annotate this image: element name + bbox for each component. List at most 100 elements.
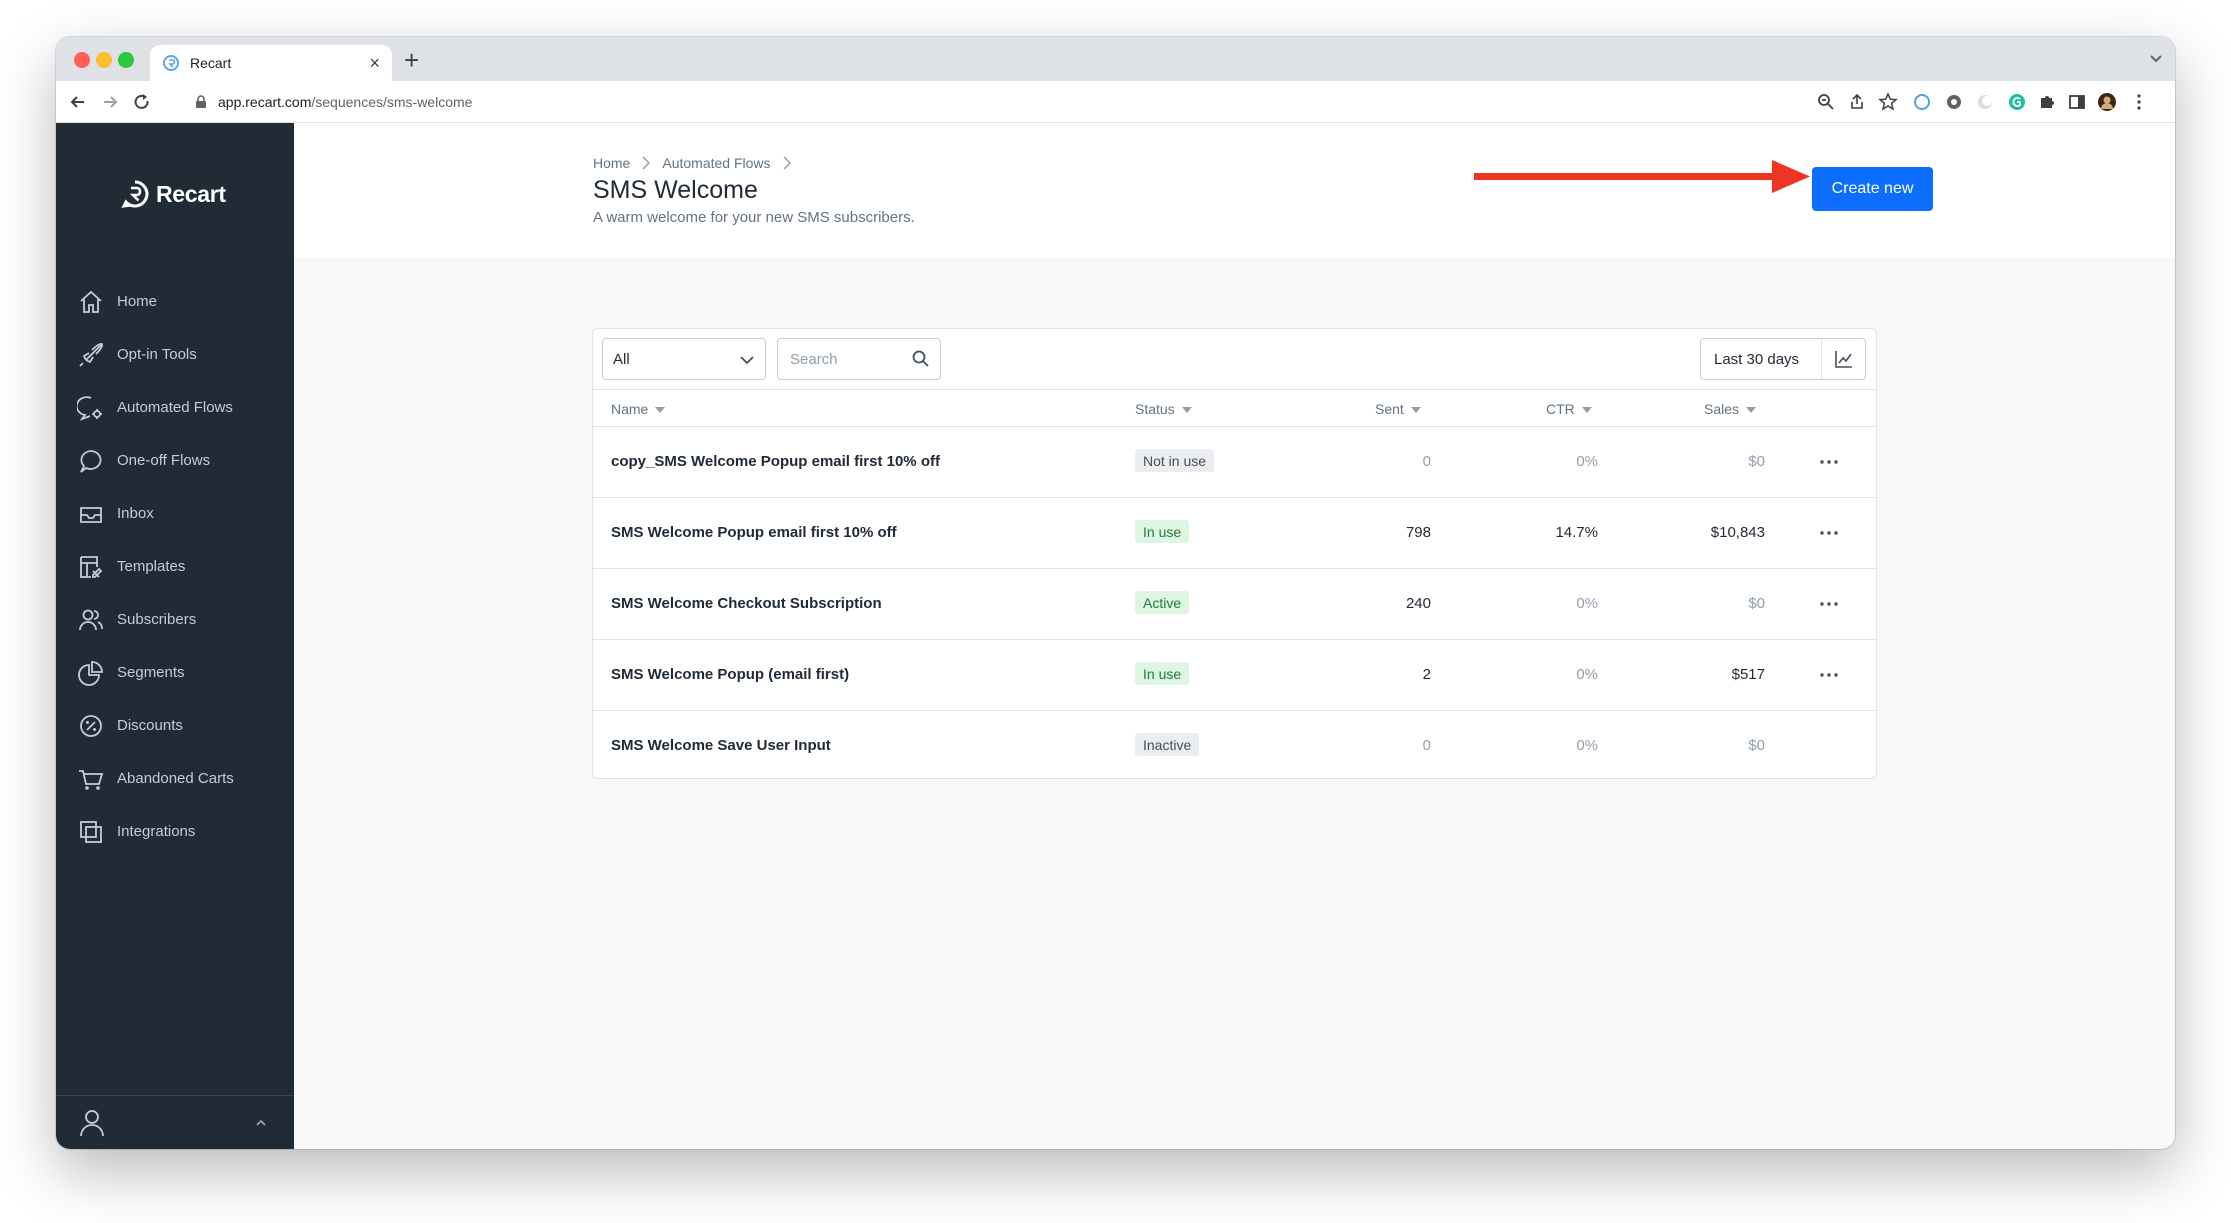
reload-icon[interactable] <box>132 92 152 112</box>
column-header-sent[interactable]: Sent <box>1375 401 1421 417</box>
url-domain: app.recart.com <box>218 94 312 110</box>
ctr-value: 0% <box>1576 666 1598 683</box>
share-icon[interactable] <box>1847 92 1867 112</box>
sidebar-footer <box>56 1095 294 1149</box>
extension-icon[interactable] <box>1944 92 1964 112</box>
sidebar-item-label: Integrations <box>117 823 196 840</box>
table-row[interactable]: copy_SMS Welcome Popup email first 10% o… <box>593 427 1876 498</box>
column-label: CTR <box>1546 401 1575 417</box>
search-input[interactable] <box>790 350 900 368</box>
status-filter-select[interactable]: All <box>602 338 766 380</box>
recart-extension-icon[interactable] <box>1912 92 1932 112</box>
ctr-value: 0% <box>1576 737 1598 754</box>
sidebar-item-abandoned-carts[interactable]: Abandoned Carts <box>56 752 294 805</box>
brand-logo[interactable]: Recart <box>120 179 226 209</box>
table-row[interactable]: SMS Welcome Checkout Subscription Active… <box>593 569 1876 640</box>
sidebar-item-label: Abandoned Carts <box>117 770 234 787</box>
sidebar-item-label: Discounts <box>117 717 183 734</box>
flow-name[interactable]: SMS Welcome Checkout Subscription <box>611 595 882 612</box>
sidebar-item-templates[interactable]: Templates <box>56 540 294 593</box>
new-tab-button[interactable]: + <box>404 45 420 75</box>
grammarly-icon[interactable] <box>2007 92 2027 112</box>
create-new-button[interactable]: Create new <box>1812 167 1933 211</box>
sidebar-item-home[interactable]: Home <box>56 275 294 328</box>
column-label: Sales <box>1704 401 1740 417</box>
browser-tab[interactable]: Recart × <box>150 45 392 81</box>
chat-gear-icon <box>77 395 102 421</box>
address-bar[interactable]: app.recart.com/sequences/sms-welcome <box>182 87 1912 117</box>
sidebar-item-label: Opt-in Tools <box>117 346 197 363</box>
main-content: Home Automated Flows SMS Welcome A warm … <box>294 123 2175 1149</box>
close-tab-icon[interactable]: × <box>369 52 380 73</box>
profile-avatar-icon[interactable] <box>2097 92 2117 112</box>
breadcrumb-automated-flows[interactable]: Automated Flows <box>662 155 771 171</box>
close-window-button[interactable] <box>74 52 90 68</box>
sidebar-item-label: Segments <box>117 664 185 681</box>
user-account-icon[interactable] <box>78 1108 106 1138</box>
status-badge: In use <box>1135 662 1190 685</box>
chevron-right-icon <box>642 156 651 170</box>
sent-value: 0 <box>1422 453 1431 470</box>
forward-arrow-icon[interactable] <box>100 92 120 112</box>
sales-value: $0 <box>1748 595 1765 612</box>
sent-value: 798 <box>1405 524 1431 541</box>
sidebar-item-segments[interactable]: Segments <box>56 646 294 699</box>
page-subtitle: A warm welcome for your new SMS subscrib… <box>593 209 915 226</box>
column-header-name[interactable]: Name <box>611 401 666 417</box>
sidebar-item-label: Home <box>117 293 158 310</box>
more-options-icon[interactable] <box>1818 664 1840 686</box>
more-options-icon[interactable] <box>1818 522 1840 544</box>
sidebar-item-label: Templates <box>117 558 186 575</box>
search-icon <box>912 350 929 367</box>
status-badge: Inactive <box>1135 733 1200 756</box>
chevron-up-icon[interactable] <box>255 1118 267 1128</box>
browser-window: Recart × + app.recart.com/sequences/sms-… <box>56 37 2175 1149</box>
extension-moon-icon[interactable] <box>1975 92 1995 112</box>
sidebar-item-discounts[interactable]: Discounts <box>56 699 294 752</box>
chevron-down-icon[interactable] <box>2149 51 2163 65</box>
table-row[interactable]: SMS Welcome Popup email first 10% off In… <box>593 498 1876 569</box>
kebab-menu-icon[interactable] <box>2129 92 2149 112</box>
sidebar-item-one-off-flows[interactable]: One-off Flows <box>56 434 294 487</box>
sidepanel-icon[interactable] <box>2067 92 2087 112</box>
lock-icon <box>196 95 206 108</box>
filter-bar: All Last 30 days <box>593 329 1876 390</box>
flow-name[interactable]: copy_SMS Welcome Popup email first 10% o… <box>611 453 940 470</box>
more-options-icon[interactable] <box>1818 593 1840 615</box>
flow-name[interactable]: SMS Welcome Popup (email first) <box>611 666 850 683</box>
sidebar-item-automated-flows[interactable]: Automated Flows <box>56 381 294 434</box>
zoom-icon[interactable] <box>1816 92 1836 112</box>
table-row[interactable]: SMS Welcome Popup (email first) In use 2… <box>593 640 1876 711</box>
back-arrow-icon[interactable] <box>68 92 88 112</box>
puzzle-icon[interactable] <box>2037 92 2057 112</box>
sent-value: 240 <box>1405 595 1431 612</box>
sidebar-item-integrations[interactable]: Integrations <box>56 805 294 858</box>
flow-name[interactable]: SMS Welcome Save User Input <box>611 737 831 754</box>
table-row[interactable]: SMS Welcome Save User Input Inactive 0 0… <box>593 711 1876 778</box>
sales-value: $517 <box>1731 666 1765 683</box>
date-range-select[interactable]: Last 30 days <box>1700 338 1866 380</box>
breadcrumb-home[interactable]: Home <box>593 155 631 171</box>
maximize-window-button[interactable] <box>118 52 134 68</box>
recart-logo-icon <box>121 180 149 208</box>
minimize-window-button[interactable] <box>96 52 112 68</box>
sort-caret-icon <box>1581 407 1592 413</box>
status-filter-value: All <box>613 350 630 368</box>
column-header-ctr[interactable]: CTR <box>1546 401 1592 417</box>
sidebar-item-label: Automated Flows <box>117 399 233 416</box>
line-chart-icon[interactable] <box>1834 349 1854 369</box>
sort-caret-icon <box>655 407 666 413</box>
sidebar-item-opt-in-tools[interactable]: Opt-in Tools <box>56 328 294 381</box>
sidebar-item-label: Subscribers <box>117 611 197 628</box>
chat-icon <box>80 449 102 473</box>
brand-name: Recart <box>156 180 226 207</box>
column-header-sales[interactable]: Sales <box>1704 401 1757 417</box>
bookmark-star-icon[interactable] <box>1878 92 1898 112</box>
sidebar-item-inbox[interactable]: Inbox <box>56 487 294 540</box>
sidebar-item-subscribers[interactable]: Subscribers <box>56 593 294 646</box>
more-options-icon[interactable] <box>1818 451 1840 473</box>
column-header-status[interactable]: Status <box>1135 401 1192 417</box>
sort-caret-icon <box>1181 407 1192 413</box>
flow-name[interactable]: SMS Welcome Popup email first 10% off <box>611 524 897 541</box>
search-field[interactable] <box>777 338 941 380</box>
